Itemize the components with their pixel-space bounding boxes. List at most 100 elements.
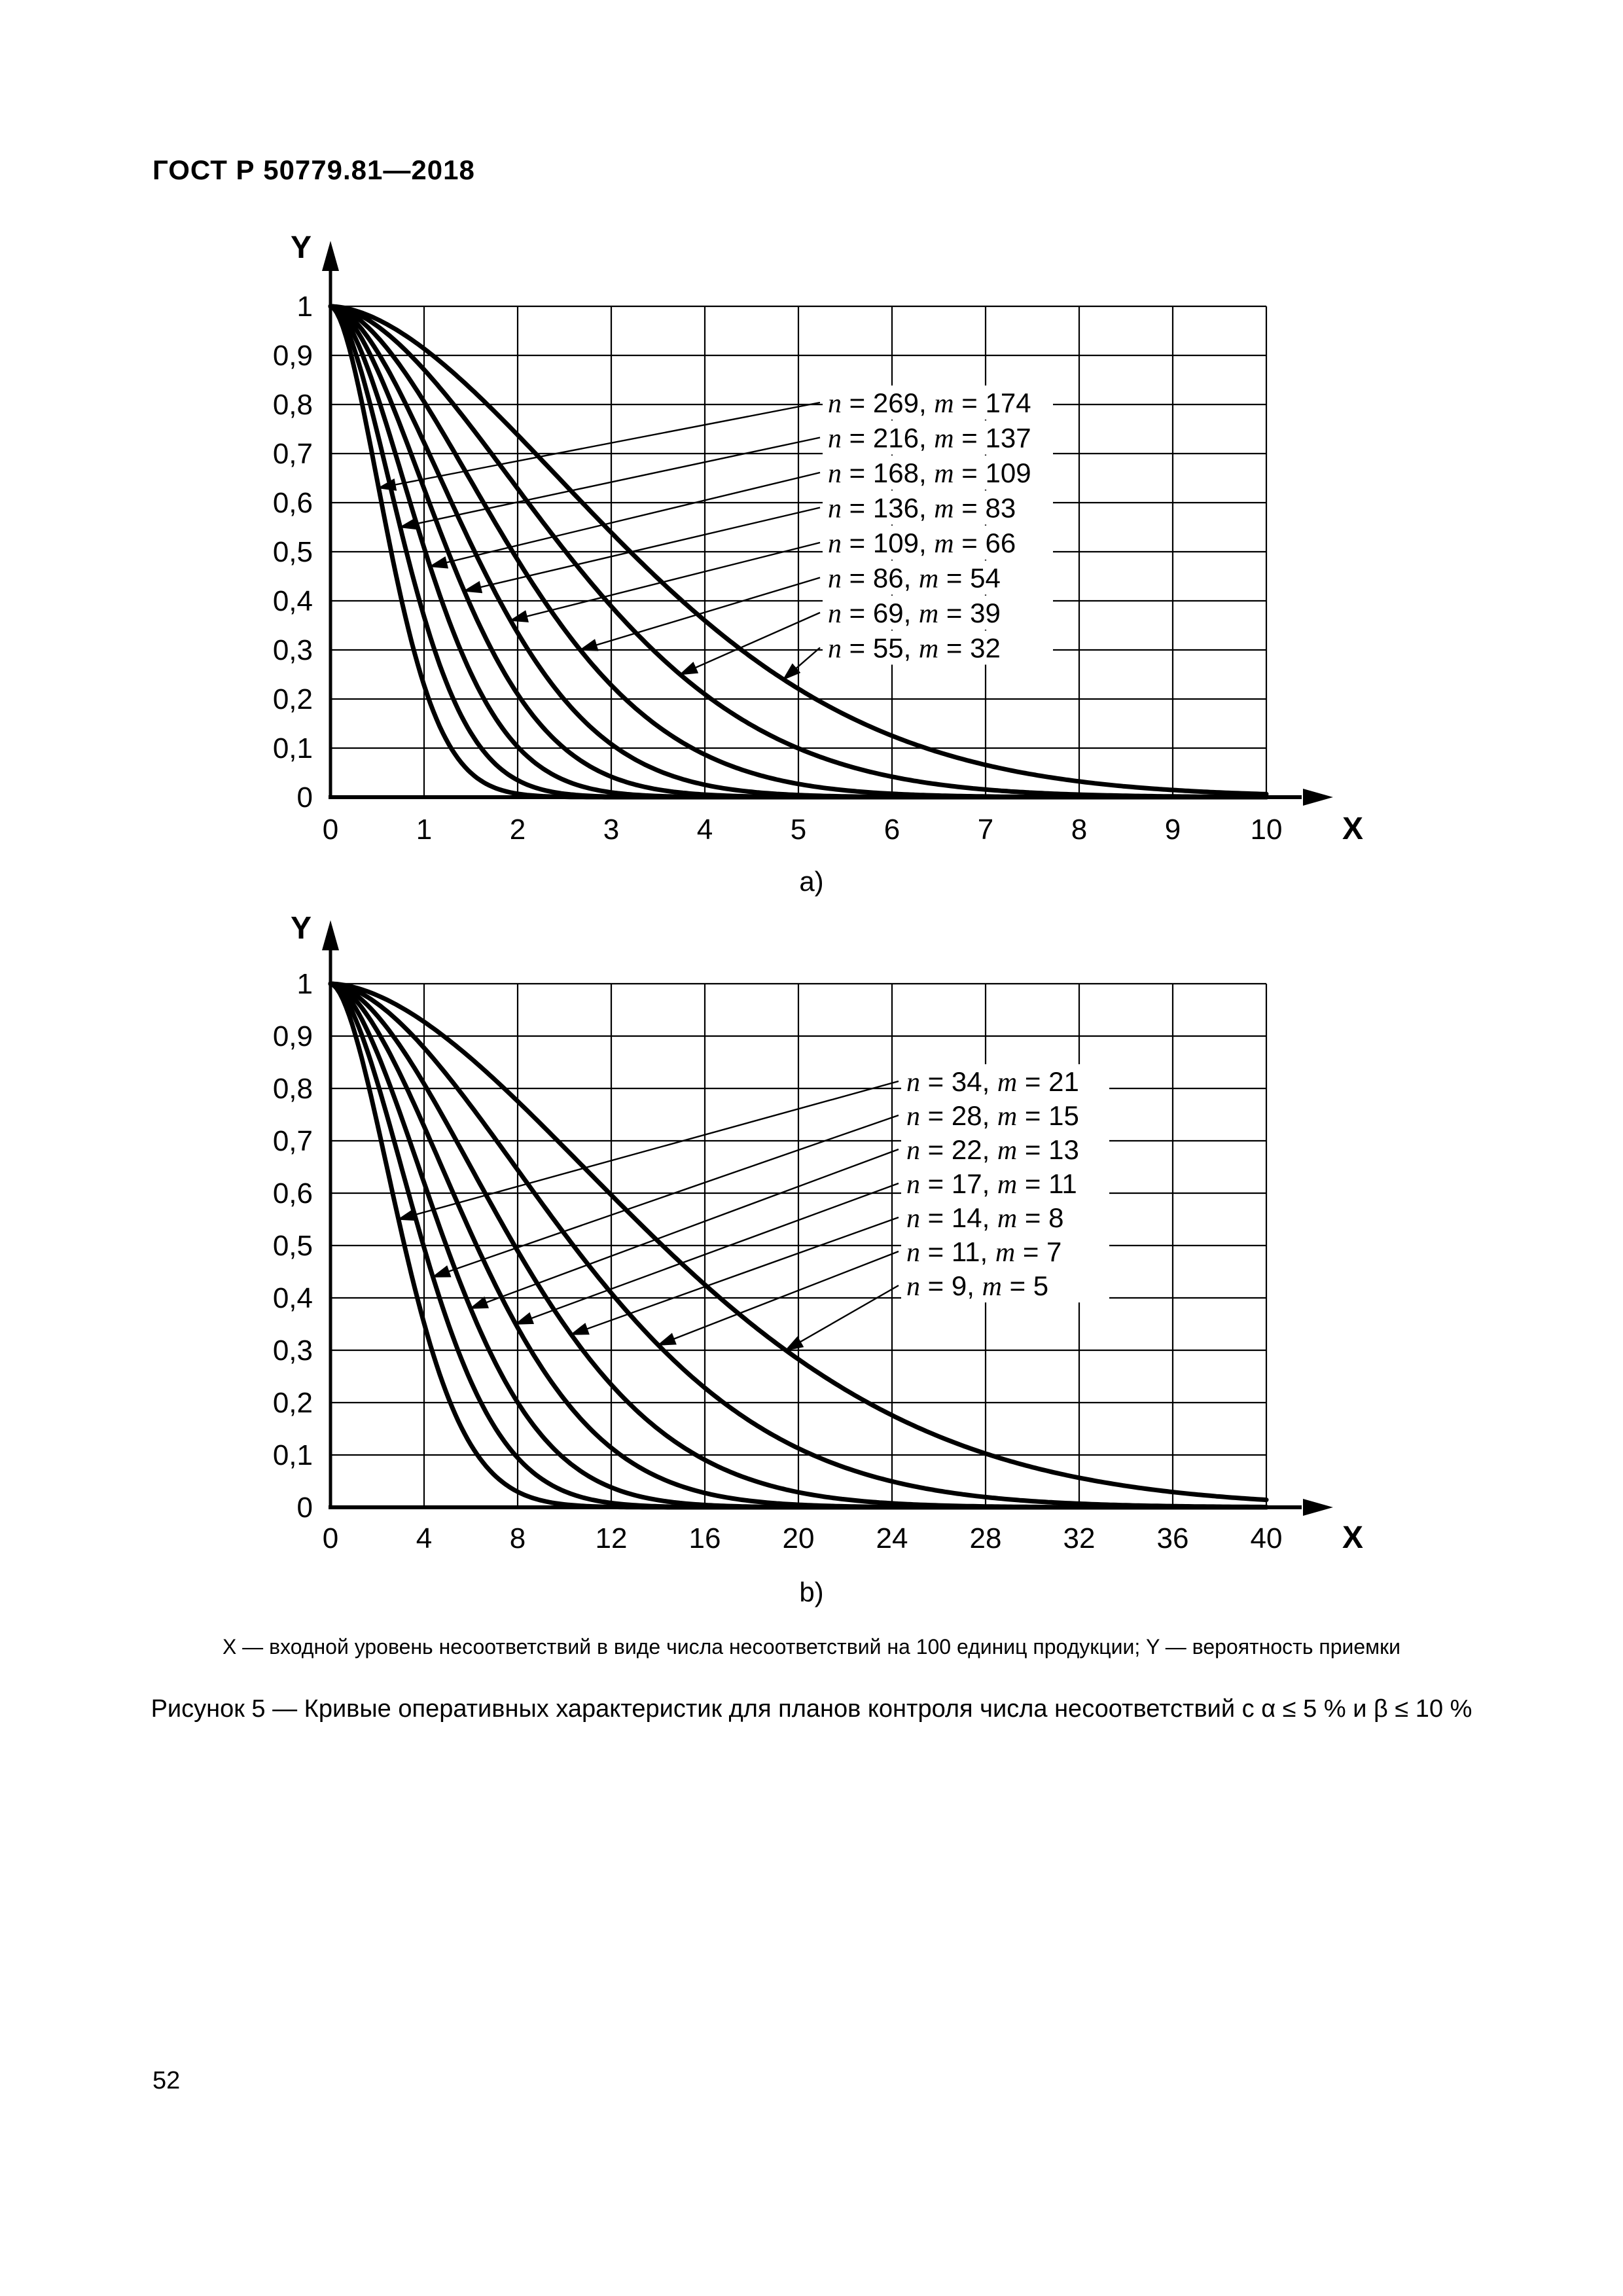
x-tick-label: 32 — [1063, 1522, 1096, 1554]
legend-label-n55-m32: n = 55, m = 32 — [828, 633, 1001, 664]
leader-line-n9 — [784, 1284, 899, 1352]
axes-definition-note: X — входной уровень несоответствий в вид… — [222, 1635, 1401, 1659]
y-tick-label: 0,7 — [273, 1125, 313, 1157]
legend-leader-lines-b — [397, 1080, 899, 1352]
x-tick-label: 0 — [323, 814, 338, 846]
legend-label-n17-m11: n = 17, m = 11 — [906, 1168, 1077, 1200]
leader-line-n109 — [508, 541, 821, 622]
x-tick-label: 1 — [416, 814, 432, 846]
chart-b: n = 34, m = 21n = 28, m = 15n = 22, m = … — [273, 911, 1363, 1555]
leader-line-n216 — [399, 437, 821, 530]
leader-line-n17 — [514, 1182, 899, 1325]
tick-labels-b: 0 4 8 12 16 20 24 28 32 36 40 0 0,1 0,2 0,3 0,4 0,5 0,6 0,… — [273, 968, 1283, 1554]
x-tick-label: 9 — [1165, 814, 1181, 846]
grid-b — [330, 982, 1268, 1507]
legend-label-halo — [823, 420, 1053, 455]
leader-line-n22 — [469, 1148, 899, 1310]
y-tick-label: 0,6 — [273, 1177, 313, 1210]
x-tick-label: 6 — [884, 814, 900, 846]
legend-label-n168-m109: n = 168, m = 109 — [828, 457, 1031, 489]
leader-line-n55 — [782, 647, 821, 681]
tick-labels-a: 0 1 2 3 4 5 6 7 8 9 10 0 0,1 0,2 0,3 0,4 0,5 0,6 0,7 0,8 0,9… — [273, 291, 1283, 846]
legend-label-halo — [901, 1234, 1109, 1268]
page-number: 52 — [152, 2067, 181, 2094]
axes-b — [322, 920, 1333, 1516]
x-tick-label: 3 — [603, 814, 619, 846]
x-tick-label: 28 — [970, 1522, 1002, 1554]
x-tick-label: 5 — [791, 814, 806, 846]
y-tick-label: 0,2 — [273, 1387, 313, 1419]
x-tick-label: 10 — [1251, 814, 1283, 846]
y-tick-label: 0 — [297, 1492, 313, 1524]
x-tick-label: 0 — [323, 1522, 338, 1554]
x-tick-label: 20 — [783, 1522, 815, 1554]
y-tick-label: 0,2 — [273, 683, 313, 715]
y-tick-label: 0,7 — [273, 438, 313, 470]
x-tick-label: 2 — [510, 814, 526, 846]
y-tick-label: 0,4 — [273, 585, 313, 617]
y-axis-title: Y — [291, 911, 312, 946]
leader-line-n269 — [377, 401, 821, 491]
leader-line-n69 — [679, 611, 821, 675]
x-axis-arrow-icon — [1303, 789, 1333, 806]
oc-curve-n55-m32 — [328, 304, 1269, 797]
legend-label-n22-m13: n = 22, m = 13 — [906, 1134, 1079, 1166]
y-axis-title: Y — [291, 230, 312, 265]
y-tick-label: 0,8 — [273, 389, 313, 421]
y-tick-label: 0,1 — [273, 732, 313, 764]
legend-label-halo — [901, 1166, 1109, 1200]
y-tick-label: 0,6 — [273, 487, 313, 519]
y-tick-label: 0,4 — [273, 1282, 313, 1314]
leader-line-n168 — [428, 471, 821, 569]
x-tick-label: 16 — [689, 1522, 721, 1554]
legend-label-n216-m137: n = 216, m = 137 — [828, 423, 1031, 454]
legend-label-halo — [901, 1132, 1109, 1166]
legend-label-n69-m39: n = 69, m = 39 — [828, 598, 1001, 629]
x-axis-title: X — [1342, 812, 1363, 846]
leader-line-n86 — [579, 577, 821, 651]
legend-label-halo — [823, 386, 1053, 420]
legend-label-n14-m8: n = 14, m = 8 — [906, 1202, 1064, 1234]
x-tick-label: 8 — [510, 1522, 526, 1554]
legend-label-halo — [823, 526, 1053, 560]
legend-label-n109-m66: n = 109, m = 66 — [828, 528, 1016, 559]
legend-label-n136-m83: n = 136, m = 83 — [828, 493, 1016, 524]
legend-label-n9-m5: n = 9, m = 5 — [906, 1270, 1048, 1302]
page-header: ГОСТ Р 50779.81—2018 — [152, 154, 475, 185]
y-tick-label: 0,5 — [273, 536, 313, 568]
legend-leader-lines-a — [377, 401, 821, 681]
x-tick-label: 4 — [697, 814, 713, 846]
figure-caption: Рисунок 5 — Кривые оперативных характери… — [151, 1695, 1472, 1723]
y-tick-label: 0,8 — [273, 1073, 313, 1105]
legend-label-n269-m174: n = 269, m = 174 — [828, 387, 1031, 419]
legend-label-halo — [823, 630, 1053, 665]
oc-curve-n9-m5 — [328, 981, 1269, 1503]
legend-label-halo — [823, 596, 1053, 630]
y-tick-label: 0,3 — [273, 1335, 313, 1367]
legend-label-n28-m15: n = 28, m = 15 — [906, 1100, 1079, 1132]
x-axis-arrow-icon — [1303, 1499, 1333, 1516]
legend-b: n = 34, m = 21n = 28, m = 15n = 22, m = … — [901, 1064, 1109, 1302]
grid-a — [330, 305, 1268, 797]
y-tick-label: 1 — [297, 968, 313, 1000]
y-axis-arrow-icon — [322, 920, 339, 950]
leader-line-n14 — [569, 1216, 899, 1336]
x-axis-title: X — [1342, 1520, 1363, 1555]
x-tick-label: 24 — [876, 1522, 908, 1554]
x-tick-label: 7 — [978, 814, 993, 846]
y-axis-arrow-icon — [322, 241, 339, 271]
chart-a-caption: a) — [799, 866, 824, 897]
leader-line-n34 — [397, 1080, 899, 1221]
y-tick-label: 0,3 — [273, 634, 313, 666]
y-tick-label: 0,5 — [273, 1230, 313, 1262]
x-tick-label: 4 — [416, 1522, 432, 1554]
chart-b-caption: b) — [799, 1577, 824, 1607]
y-tick-label: 0,9 — [273, 340, 313, 372]
legend-label-halo — [901, 1200, 1109, 1234]
legend-label-n11-m7: n = 11, m = 7 — [906, 1236, 1061, 1268]
legend-label-halo — [901, 1268, 1109, 1302]
